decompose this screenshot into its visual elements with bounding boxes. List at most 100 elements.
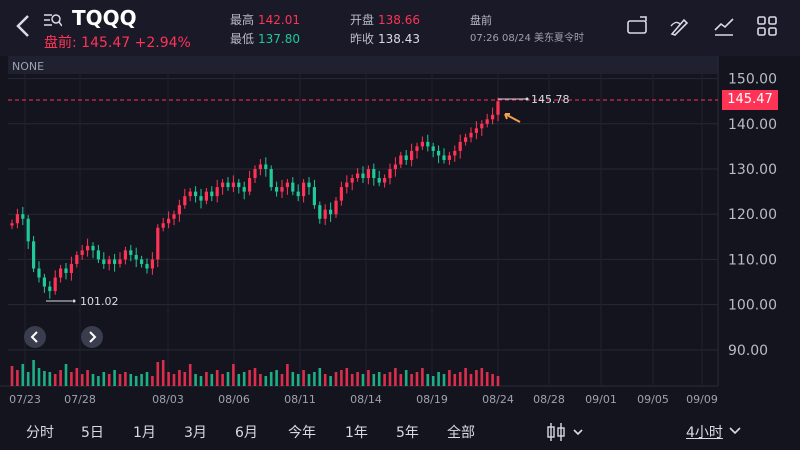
candle-body (269, 169, 273, 188)
candle-body (194, 191, 198, 197)
candle-body (345, 182, 349, 188)
back-icon[interactable] (12, 12, 36, 40)
candle-body (91, 245, 95, 251)
candle-body (464, 137, 468, 142)
volume-bar (442, 374, 446, 386)
volume-bar (404, 370, 408, 386)
candle-body (453, 150, 457, 156)
volume-bar (253, 368, 257, 386)
volume-bar (167, 372, 170, 386)
scroll-left-button[interactable] (24, 326, 46, 348)
volume-bar (205, 372, 208, 386)
candle-body (10, 223, 14, 226)
interval-selector[interactable]: 4小时 (686, 425, 723, 441)
candlestick-chart[interactable]: 150.00 140.00 130.00 120.00 110.00 100.00 90.0… (0, 56, 800, 412)
y-tick-label: 150.00 (728, 72, 777, 88)
candle-body (231, 182, 235, 188)
candle-body (329, 209, 333, 215)
landscape-icon[interactable] (626, 14, 650, 38)
low-stat: 最低 137.80 (230, 30, 300, 47)
candle-body (102, 259, 106, 264)
premarket-price: 盘前: 145.47 +2.94% (44, 35, 191, 51)
candle-body (420, 141, 424, 147)
candle-body (226, 182, 230, 188)
period-tab-all[interactable]: 全部 (447, 425, 475, 441)
candle-body (372, 169, 376, 179)
indicator-icon[interactable] (712, 14, 736, 38)
candle-body (123, 250, 127, 260)
scroll-right-button[interactable] (81, 326, 103, 348)
volume-bar (194, 374, 197, 386)
candle-body (199, 196, 203, 201)
candle-body (80, 250, 84, 255)
candle-body (323, 209, 327, 219)
x-tick-label: 08/03 (152, 393, 184, 406)
list-search-icon[interactable] (44, 13, 62, 27)
candle-body (183, 196, 187, 206)
candle-body (480, 123, 484, 129)
chevron-down-icon (573, 429, 583, 436)
candle-body (15, 214, 19, 224)
period-tab-5d[interactable]: 5日 (81, 425, 104, 441)
candle-body (280, 187, 284, 192)
volume-bar (475, 370, 478, 386)
candle-body (307, 182, 311, 188)
x-tick-label: 08/14 (350, 393, 382, 406)
period-tab-5y[interactable]: 5年 (396, 425, 419, 441)
candle-body (264, 164, 268, 170)
volume-bar (172, 374, 176, 386)
draw-icon[interactable] (668, 14, 692, 38)
candle-body (410, 150, 414, 160)
y-tick-label: 90.00 (728, 343, 768, 359)
volume-bar (70, 372, 73, 386)
candle-body (393, 164, 397, 170)
candle-body (356, 173, 360, 179)
candle-body (291, 182, 295, 192)
volume-bar (10, 366, 14, 386)
volume-bar (307, 374, 311, 386)
period-tab-3m[interactable]: 3月 (184, 425, 207, 441)
candle-body (339, 187, 343, 201)
indicator-label[interactable]: NONE (12, 60, 45, 73)
period-tab-1y[interactable]: 1年 (345, 425, 368, 441)
prev-close-stat: 昨收 138.43 (350, 30, 420, 47)
volume-bar (350, 374, 354, 386)
volume-bar (286, 364, 289, 386)
candle-body (437, 150, 441, 156)
candle-body (285, 182, 289, 188)
volume-bar (431, 376, 435, 386)
chart-type-toggle[interactable] (546, 422, 586, 442)
candle-body (253, 169, 257, 179)
volume-bar (329, 376, 332, 386)
candle-body (248, 178, 252, 192)
candle-body (150, 259, 154, 269)
period-tab-1m[interactable]: 1月 (133, 425, 156, 441)
candle-body (377, 178, 381, 183)
x-tick-label: 07/23 (9, 393, 41, 406)
volume-bar (64, 364, 68, 386)
period-tab-6m[interactable]: 6月 (235, 425, 258, 441)
period-tab-intraday[interactable]: 分时 (26, 425, 54, 441)
grid-menu-icon[interactable] (755, 14, 779, 38)
candle-body (404, 155, 408, 160)
candle-body (86, 245, 90, 251)
candle-body (366, 169, 370, 179)
volume-bar (248, 370, 251, 386)
volume-bar (215, 370, 219, 386)
volume-bar (372, 374, 376, 386)
volume-bar (280, 374, 284, 386)
volume-bar (469, 374, 473, 386)
volume-bar (16, 370, 19, 386)
volume-bar (269, 372, 273, 386)
chart-canvas[interactable]: 150.00 140.00 130.00 120.00 110.00 100.00 90.0… (0, 56, 800, 412)
volume-bar (361, 374, 365, 386)
interval-chevron-down-icon[interactable] (728, 426, 742, 436)
candle-body (96, 250, 100, 260)
candle-body (48, 286, 52, 292)
period-tab-ytd[interactable]: 今年 (288, 425, 316, 441)
volume-bar (291, 372, 295, 386)
volume-bar (161, 360, 165, 386)
candle-body (37, 268, 41, 278)
volume-bar (43, 371, 46, 386)
y-tick-label: 100.00 (728, 298, 777, 314)
